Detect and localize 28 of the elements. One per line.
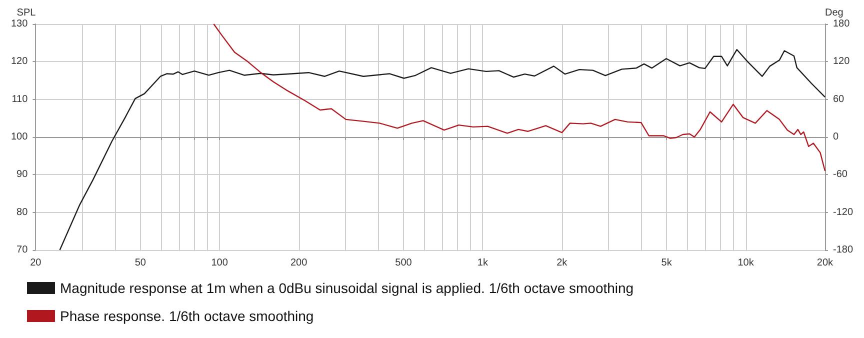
x-tick-label: 1k [477,258,489,268]
y2-tick-label: 0 [832,132,839,142]
y-tick-label: 120 [10,56,28,68]
y-tick-label: 80 [16,206,28,218]
x-tick-label: 10k [738,258,755,268]
x-tick-label: 2k [556,258,568,268]
x-tick-label: 100 [211,258,228,268]
y2-tick-label: -60 [832,169,848,180]
y-tick-label: 110 [12,94,28,105]
x-tick-label: 20 [30,258,42,268]
y-tick-label: 100 [10,132,28,142]
legend-label: Magnitude response at 1m when a 0dBu sinusoidal signal is applied. 1/6th octave smoothing [60,280,634,296]
y2-tick-label: -180 [832,244,854,256]
x-tick-label: 5k [661,258,673,268]
y-tick-label: 90 [16,169,28,180]
y2-tick-label: 120 [832,56,850,68]
y2-axis-title: Deg [824,8,844,18]
y2-tick-label: -120 [832,206,854,218]
x-tick-label: 200 [290,258,308,268]
x-tick-label: 20k [816,258,834,268]
x-tick-label: 500 [395,258,412,268]
y-tick-label: 130 [10,18,28,30]
y-tick-label: 70 [16,244,28,256]
y2-tick-label: 60 [832,94,845,105]
x-tick-label: 50 [134,258,146,268]
y2-tick-label: 180 [832,18,850,30]
y-axis-title: SPL [16,8,36,18]
legend-label: Phase response. 1/6th octave smoothing [60,308,314,324]
